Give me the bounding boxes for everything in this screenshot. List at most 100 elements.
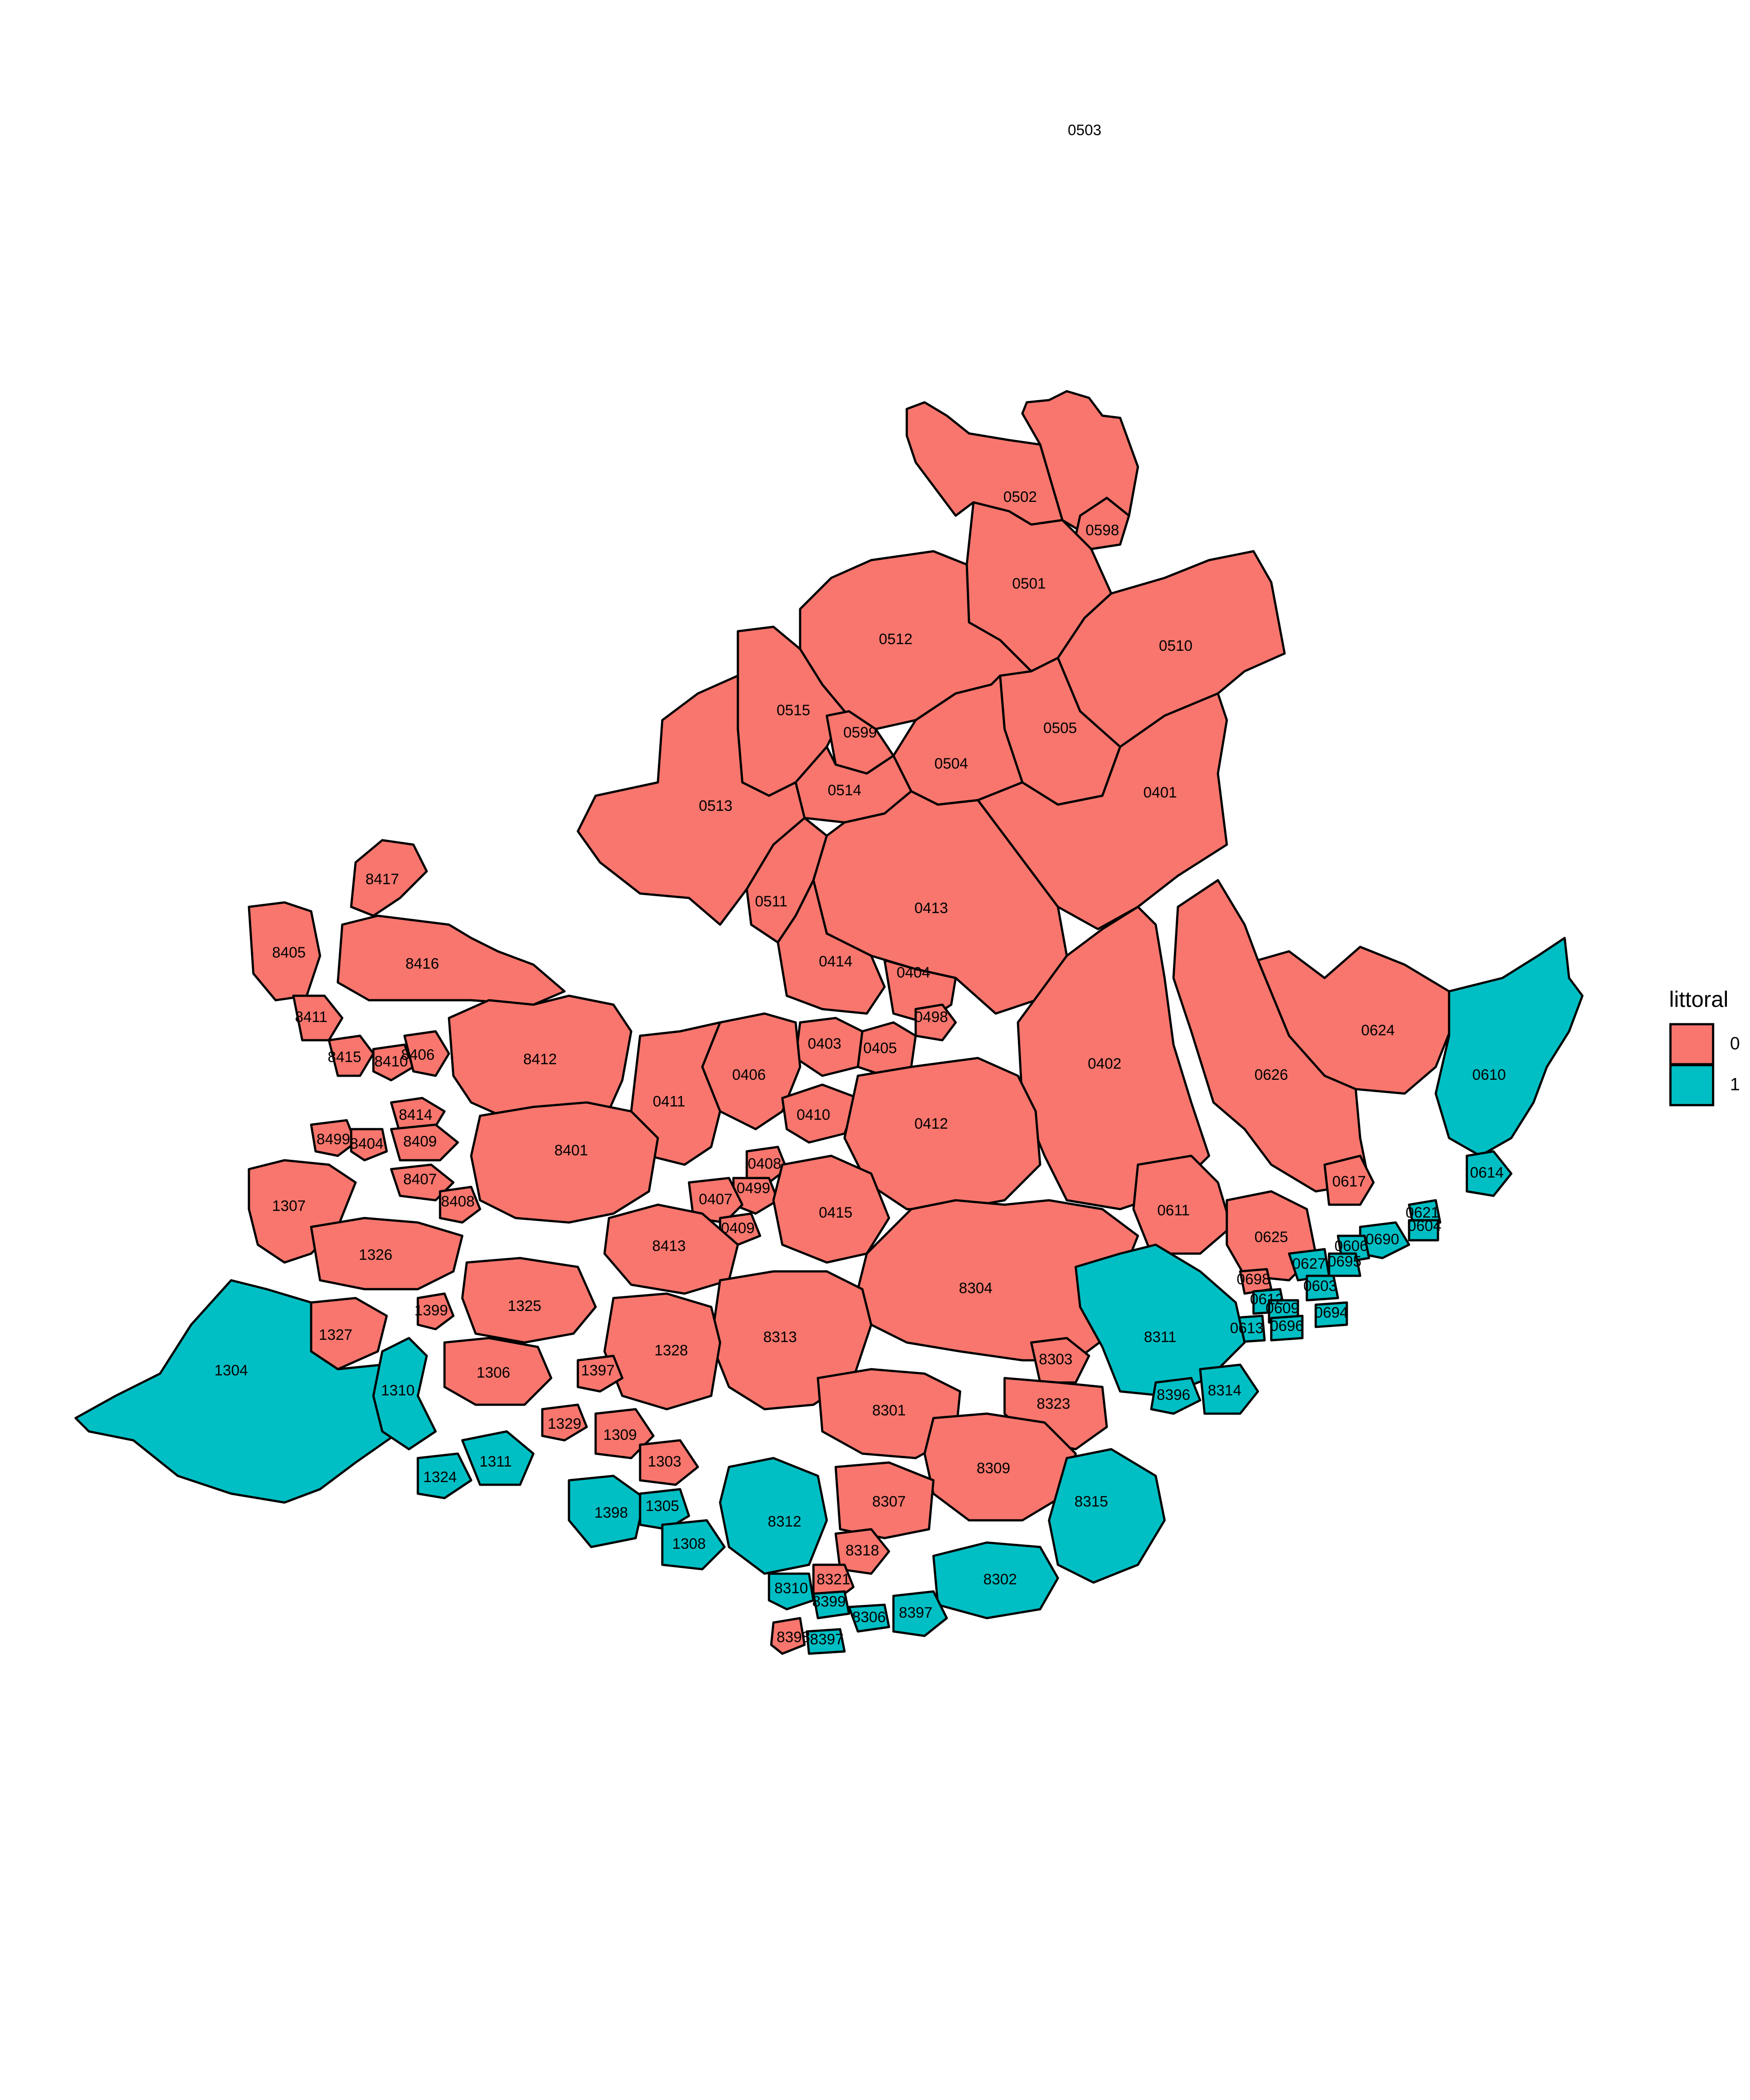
zone-8306 [848,1603,890,1633]
zone-1303 [639,1439,699,1486]
legend-key-1 [1669,1064,1714,1106]
zone-8396 [1150,1377,1201,1415]
zone-0604 [1408,1219,1439,1242]
zone-label-8407: 8407 [403,1171,437,1188]
zone-8312 [719,1457,828,1575]
zone-label-8413: 8413 [652,1238,686,1254]
zone-label-1309: 1309 [603,1427,637,1443]
zone-8302 [932,1541,1059,1619]
zone-label-1303: 1303 [648,1453,681,1470]
zone-label-1310: 1310 [381,1382,415,1399]
zone-label-0627: 0627 [1292,1255,1326,1272]
legend: littoral 0 1 [1669,987,1740,1106]
zone-label-0513: 0513 [699,798,733,814]
zone-label-0409: 0409 [721,1220,755,1237]
zone-1397 [577,1355,624,1393]
legend-label-1: 1 [1730,1075,1740,1094]
zone-label-0611: 0611 [1157,1202,1189,1219]
zone-8309 [923,1412,1077,1522]
zone-label-1307: 1307 [272,1198,306,1214]
zone-0617 [1323,1154,1375,1206]
zone-label-0599: 0599 [843,724,877,741]
zone-label-8415: 8415 [328,1049,361,1066]
zone-label-0617: 0617 [1332,1173,1366,1190]
zone-0694 [1314,1301,1348,1328]
zone-8409 [390,1123,459,1162]
zone-label-0501: 0501 [1012,575,1046,592]
zone-8398 [770,1617,806,1655]
zone-label-1305: 1305 [645,1498,679,1515]
zone-label-0403: 0403 [808,1035,841,1052]
zone-label-1308: 1308 [672,1535,706,1552]
zone-label-0626: 0626 [1254,1066,1288,1083]
zone-1310 [372,1337,437,1451]
zone-0695 [1328,1252,1362,1277]
zone-1306 [443,1337,553,1406]
zone-1398 [568,1475,646,1548]
zone-8318 [834,1528,890,1575]
zone-label-8398: 8398 [777,1629,810,1646]
zone-label-0505: 0505 [1043,720,1077,737]
zone-0402 [1017,906,1210,1210]
zone-8408 [439,1186,481,1224]
zone-label-0621: 0621 [1406,1204,1439,1221]
zone-label-1304: 1304 [214,1362,248,1379]
zone-label-1311: 1311 [479,1453,512,1470]
zone-label-8401: 8401 [554,1142,588,1159]
zone-label-1306: 1306 [477,1364,510,1381]
zone-1325 [461,1257,597,1344]
zone-label-8410: 8410 [374,1053,408,1070]
zone-label-0405: 0405 [863,1040,897,1057]
zone-0610 [1434,937,1584,1157]
zone-0626 [1172,879,1370,1193]
zone-label-0415: 0415 [819,1204,853,1221]
zone-0408 [745,1146,788,1184]
zone-8401 [470,1101,659,1224]
zone-label-8304: 8304 [959,1280,993,1297]
zone-0603 [1305,1274,1339,1302]
zone-label-8409: 8409 [403,1133,437,1150]
zone-1399 [416,1292,455,1331]
zone-8406 [403,1030,450,1077]
zone-label-0698: 0698 [1237,1271,1270,1288]
zone-label-8311: 8311 [1144,1329,1176,1346]
zone-8397b [805,1628,846,1655]
zone-label-1398: 1398 [594,1504,628,1521]
zone-label-8416: 8416 [405,955,439,972]
zone-label-8315: 8315 [1074,1493,1108,1510]
zone-8315 [1048,1448,1166,1584]
zone-label-0402: 0402 [1088,1055,1121,1072]
zone-label-8408: 8408 [441,1193,475,1210]
zone-8397 [892,1590,948,1637]
legend-title: littoral [1669,987,1728,1012]
zone-label-8414: 8414 [399,1106,432,1123]
zone-label-0696: 0696 [1270,1318,1304,1335]
zone-1329 [541,1403,588,1442]
zone-0696 [1270,1315,1304,1342]
zone-label-8406: 8406 [401,1046,435,1063]
zone-label-0510: 0510 [1159,637,1193,654]
zone-label-8302: 8302 [983,1571,1017,1588]
zone-label-0604: 0604 [1408,1218,1442,1234]
zone-label-0613: 0613 [1230,1320,1264,1337]
zone-label-1327: 1327 [319,1327,352,1343]
zones-layer [74,390,1584,1655]
zone-label-0503: 0503 [1068,122,1101,139]
zone-label-0406: 0406 [732,1066,766,1083]
zone-8411 [292,994,344,1042]
zone-label-8314: 8314 [1208,1382,1241,1399]
zone-label-0609: 0609 [1265,1300,1299,1317]
zone-label-8318: 8318 [845,1542,879,1559]
zone-label-8404: 8404 [350,1135,384,1152]
zone-label-0598: 0598 [1085,522,1119,539]
zone-label-8411: 8411 [295,1009,327,1026]
zone-label-0411: 0411 [653,1093,685,1110]
zone-label-8301: 8301 [872,1402,906,1419]
zone-labels-layer: 0503 0502 0598 0501 0512 0510 0515 0599 0505 0504… [214,122,1506,1648]
zone-label-8321: 8321 [817,1571,850,1588]
zone-8310 [768,1572,815,1611]
zone-label-0407: 0407 [699,1191,733,1208]
zone-label-1397: 1397 [581,1362,615,1379]
zone-label-0612: 0612 [1250,1291,1284,1308]
zone-label-0625: 0625 [1254,1229,1288,1246]
